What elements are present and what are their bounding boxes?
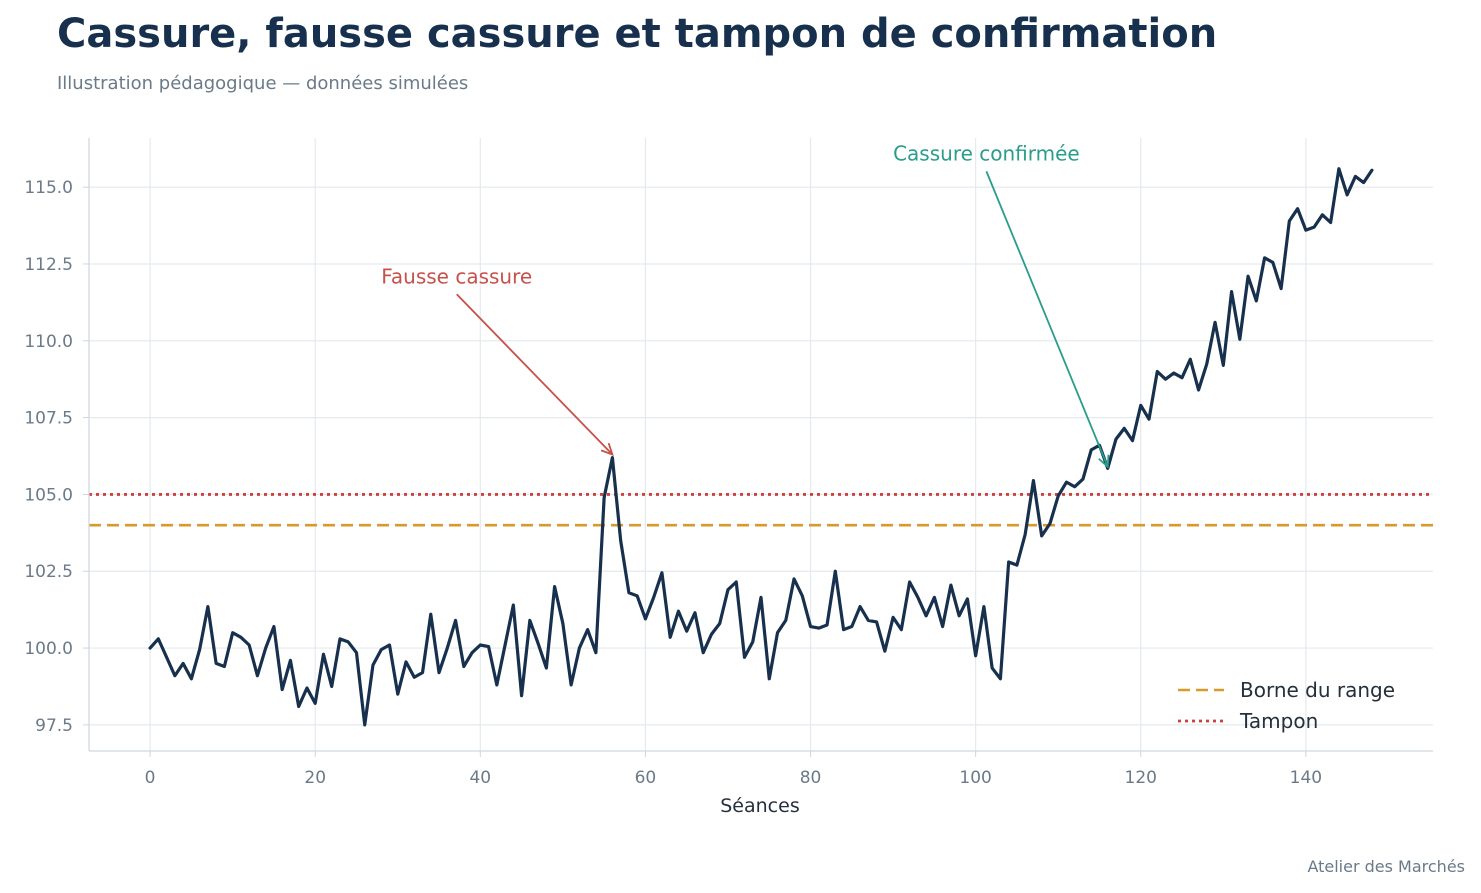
false-break-arrow	[456, 293, 614, 456]
false-break-label: Fausse cassure	[381, 264, 532, 288]
x-tick-label: 40	[469, 768, 491, 788]
annotations: Fausse cassure Cassure confirmée	[381, 141, 1110, 469]
y-tick-label: 105.0	[24, 485, 73, 505]
legend-label: Tampon	[1239, 709, 1318, 733]
x-tick-label: 80	[800, 768, 822, 788]
chart-subtitle: Illustration pédagogique — données simul…	[57, 73, 469, 94]
price-series-line	[148, 167, 1374, 727]
confirmed-break-arrow	[985, 171, 1109, 468]
x-tick-label: 120	[1125, 768, 1157, 788]
x-tick-label: 100	[959, 768, 991, 788]
x-axis-label: Séances	[720, 795, 799, 817]
y-tick-label: 100.0	[24, 639, 73, 659]
series-layer	[148, 167, 1374, 727]
confirmed-break-label: Cassure confirmée	[893, 141, 1080, 165]
y-tick-label: 112.5	[24, 255, 73, 275]
y-tick-label: 107.5	[24, 409, 73, 429]
chart-title: Cassure, fausse cassure et tampon de con…	[57, 11, 1218, 57]
reference-lines	[89, 493, 1433, 527]
legend: Borne du range Tampon	[1178, 678, 1395, 733]
y-tick-label: 115.0	[24, 178, 73, 198]
tick-labels: 0 20 40 60 80 100 120 140 97.5 100.0 102.5 105.0 107…	[24, 178, 1322, 788]
x-tick-label: 0	[145, 768, 156, 788]
x-tick-label: 60	[635, 768, 657, 788]
false-break-arrow-head	[600, 442, 614, 456]
y-tick-label: 102.5	[24, 562, 73, 582]
x-tick-label: 20	[304, 768, 326, 788]
legend-label: Borne du range	[1240, 678, 1395, 702]
y-tick-label: 97.5	[35, 716, 73, 736]
credit-text: Atelier des Marchés	[1307, 857, 1465, 876]
confirmed-break-arrow-head	[1098, 454, 1110, 469]
x-tick-label: 140	[1290, 768, 1322, 788]
axis-spines	[88, 138, 1433, 752]
y-tick-label: 110.0	[24, 332, 73, 352]
